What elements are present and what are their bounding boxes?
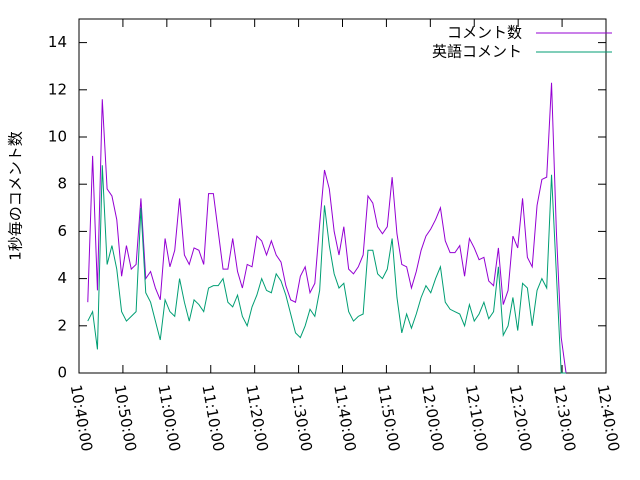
x-tick-label: 10:40:00	[67, 383, 96, 452]
x-tick-label: 11:00:00	[154, 383, 183, 452]
y-tick-label: 2	[57, 316, 67, 334]
plot-border	[78, 18, 607, 374]
y-axis-label: 1秒毎のコメント数	[7, 131, 25, 261]
y-tick-label: 4	[57, 269, 67, 287]
x-tick-label: 11:20:00	[242, 383, 271, 452]
series-line	[87, 165, 567, 374]
x-tick-label: 12:10:00	[462, 383, 491, 452]
y-tick-label: 10	[48, 128, 67, 146]
x-tick-label: 12:00:00	[418, 383, 447, 452]
legend-label: コメント数	[447, 24, 522, 42]
x-tick-label: 11:40:00	[330, 383, 359, 452]
y-tick-label: 8	[57, 175, 67, 193]
x-tick-label: 11:30:00	[286, 383, 315, 452]
x-tick-label: 12:30:00	[550, 383, 579, 452]
y-tick-label: 6	[57, 222, 67, 240]
x-tick-label: 10:50:00	[111, 383, 140, 452]
x-tick-label: 12:20:00	[506, 383, 535, 452]
x-tick-label: 12:40:00	[594, 383, 623, 452]
y-tick-label: 14	[48, 33, 67, 51]
legend-label: 英語コメント	[432, 43, 522, 61]
y-tick-label: 12	[48, 80, 67, 98]
x-tick-label: 11:10:00	[198, 383, 227, 452]
y-tick-label: 0	[57, 364, 67, 382]
series-line	[87, 82, 567, 374]
x-tick-label: 11:50:00	[374, 383, 403, 452]
